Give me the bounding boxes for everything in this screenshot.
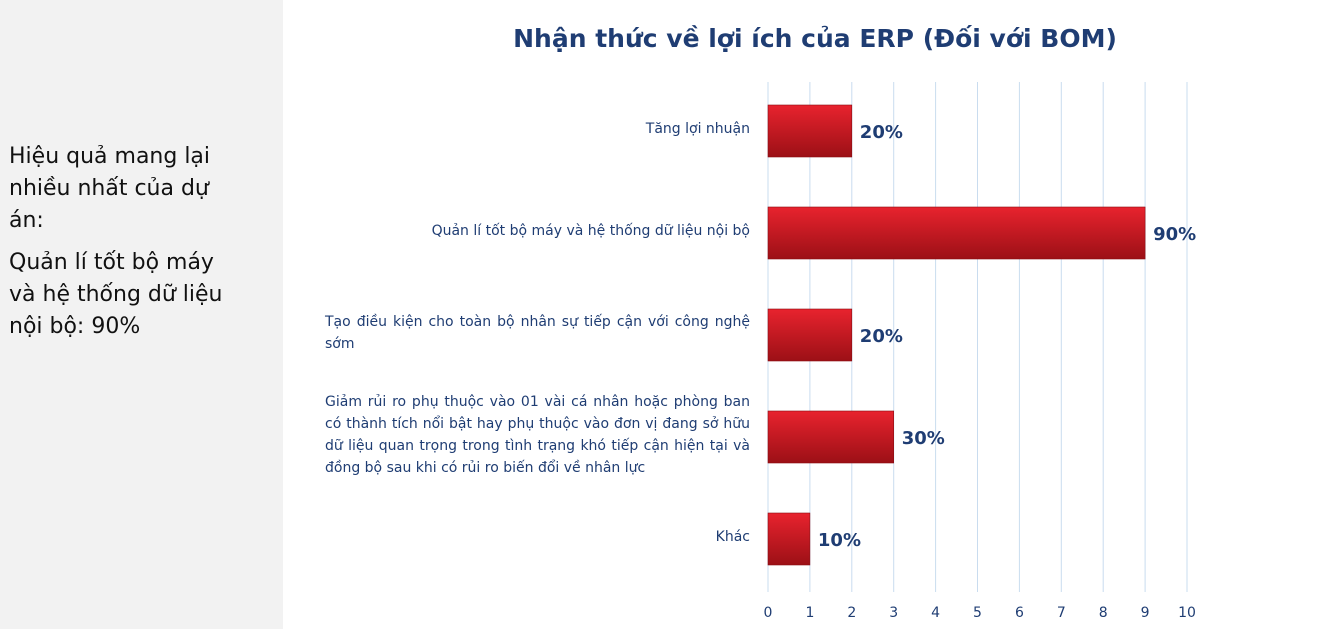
- left-sidebar-panel: Hiệu quả mang lại nhiều nhất của dự án: …: [0, 0, 283, 629]
- category-label: Giảm rủi ro phụ thuộc vào 01 vài cá nhân…: [325, 394, 750, 476]
- x-tick-label: 4: [931, 605, 940, 621]
- data-label: 20%: [860, 326, 903, 347]
- category-label: Quản lí tốt bộ máy và hệ thống dữ liệu n…: [431, 223, 750, 239]
- x-tick-label: 5: [973, 605, 982, 621]
- x-tick-label: 7: [1057, 605, 1066, 621]
- x-tick-label: 1: [805, 605, 814, 621]
- x-tick-label: 10: [1178, 605, 1196, 621]
- sidebar-heading: Hiệu quả mang lại nhiều nhất của dự án:: [9, 144, 211, 233]
- chart-title: Nhận thức về lợi ích của ERP (Đối với BO…: [513, 24, 1117, 53]
- data-label: 20%: [860, 122, 903, 143]
- x-tick-label: 0: [764, 605, 773, 621]
- category-label: Tăng lợi nhuận: [645, 121, 750, 137]
- x-tick-label: 8: [1099, 605, 1108, 621]
- data-label: 90%: [1153, 224, 1196, 245]
- bar: [767, 410, 894, 464]
- x-tick-label: 2: [847, 605, 856, 621]
- sidebar-highlight: Quản lí tốt bộ máy và hệ thống dữ liệu n…: [9, 250, 223, 339]
- x-tick-label: 3: [889, 605, 898, 621]
- x-tick-label: 6: [1015, 605, 1024, 621]
- x-tick-label: 9: [1141, 605, 1150, 621]
- data-label: 10%: [818, 530, 861, 551]
- bar: [767, 104, 853, 158]
- category-label: Tạo điều kiện cho toàn bộ nhân sự tiếp c…: [325, 314, 750, 352]
- bar: [767, 512, 811, 566]
- data-label: 30%: [902, 428, 945, 449]
- category-label: Khác: [715, 529, 750, 545]
- bar: [767, 308, 853, 362]
- bar: [767, 206, 1146, 260]
- sidebar-text: Hiệu quả mang lại nhiều nhất của dự án: …: [9, 141, 239, 353]
